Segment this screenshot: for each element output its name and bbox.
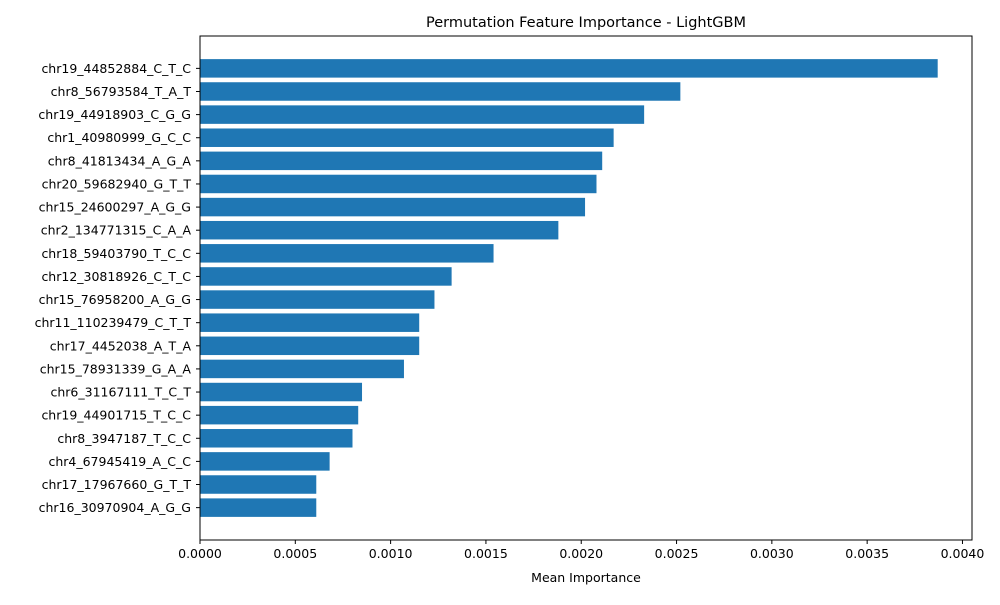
y-tick-label: chr20_59682940_G_T_T bbox=[42, 176, 192, 191]
bar-chr17_4452038_A_T_A bbox=[200, 336, 420, 356]
bar-chr12_30818926_C_T_C bbox=[200, 267, 452, 286]
x-tick-label: 0.0000 bbox=[178, 546, 222, 561]
bar-chr19_44852884_C_T_C bbox=[200, 59, 938, 78]
y-tick-label: chr15_78931339_G_A_A bbox=[40, 361, 192, 376]
bar-chr18_59403790_T_C_C bbox=[200, 244, 494, 263]
y-tick-label: chr8_41813434_A_G_A bbox=[48, 153, 192, 168]
x-tick-label: 0.0030 bbox=[750, 546, 794, 561]
bar-chr4_67945419_A_C_C bbox=[200, 452, 330, 471]
bar-chr11_110239479_C_T_T bbox=[200, 313, 420, 332]
y-tick-label: chr2_134771315_C_A_A bbox=[41, 223, 192, 238]
bar-chr1_40980999_G_C_C bbox=[200, 128, 614, 147]
y-tick-label: chr8_3947187_T_C_C bbox=[57, 431, 191, 446]
x-tick-label: 0.0035 bbox=[845, 546, 889, 561]
y-tick-label: chr16_30970904_A_G_G bbox=[39, 500, 191, 515]
bar-chr15_24600297_A_G_G bbox=[200, 197, 586, 217]
y-tick-label: chr11_110239479_C_T_T bbox=[35, 315, 192, 330]
x-tick-label: 0.0025 bbox=[655, 546, 699, 561]
bar-chr8_41813434_A_G_A bbox=[200, 151, 603, 171]
y-tick-label: chr6_31167111_T_C_T bbox=[50, 385, 191, 400]
x-tick-label: 0.0040 bbox=[941, 546, 985, 561]
x-tick-label: 0.0010 bbox=[369, 546, 413, 561]
y-tick-label: chr1_40980999_G_C_C bbox=[47, 130, 191, 145]
y-tick-label: chr4_67945419_A_C_C bbox=[48, 454, 191, 469]
x-tick-label: 0.0015 bbox=[464, 546, 508, 561]
y-tick-label: chr17_4452038_A_T_A bbox=[50, 338, 192, 353]
chart-title: Permutation Feature Importance - LightGB… bbox=[426, 15, 746, 31]
bar-chr17_17967660_G_T_T bbox=[200, 475, 317, 494]
y-tick-label: chr15_24600297_A_G_G bbox=[39, 200, 191, 215]
y-tick-label: chr15_76958200_A_G_G bbox=[39, 292, 191, 307]
bar-chr2_134771315_C_A_A bbox=[200, 220, 559, 240]
y-tick-label: chr8_56793584_T_A_T bbox=[51, 84, 192, 99]
bar-chr8_3947187_T_C_C bbox=[200, 429, 353, 448]
bar-chr19_44918903_C_G_G bbox=[200, 105, 645, 124]
y-tick-label: chr18_59403790_T_C_C bbox=[41, 246, 191, 261]
y-tick-label: chr19_44918903_C_G_G bbox=[38, 107, 191, 122]
plot-frame bbox=[199, 35, 973, 541]
x-tick-label: 0.0020 bbox=[559, 546, 603, 561]
bar-chr16_30970904_A_G_G bbox=[200, 498, 317, 517]
bars-layer bbox=[200, 59, 938, 517]
x-axis-ticks: 0.0000 0.0005 0.0010 0.0015 0.0020 0.0025 0.00… bbox=[178, 540, 984, 561]
y-tick-label: chr19_44852884_C_T_C bbox=[41, 61, 191, 76]
y-tick-label: chr12_30818926_C_T_C bbox=[41, 269, 191, 284]
y-axis-ticks: chr19_44852884_C_T_C chr8_56793584_T_A_Tc… bbox=[35, 61, 200, 515]
bar-chr6_31167111_T_C_T bbox=[200, 382, 363, 402]
bar-chr20_59682940_G_T_T bbox=[200, 174, 597, 194]
bar-chr15_78931339_G_A_A bbox=[200, 359, 404, 379]
bar-chr19_44901715_T_C_C bbox=[200, 405, 359, 425]
x-axis-label: Mean Importance bbox=[531, 570, 641, 585]
x-tick-label: 0.0005 bbox=[273, 546, 317, 561]
bar-chr15_76958200_A_G_G bbox=[200, 290, 435, 309]
bar-chr8_56793584_T_A_T bbox=[200, 82, 681, 101]
y-tick-label: chr17_17967660_G_T_T bbox=[42, 477, 192, 492]
y-tick-label: chr19_44901715_T_C_C bbox=[41, 408, 191, 423]
